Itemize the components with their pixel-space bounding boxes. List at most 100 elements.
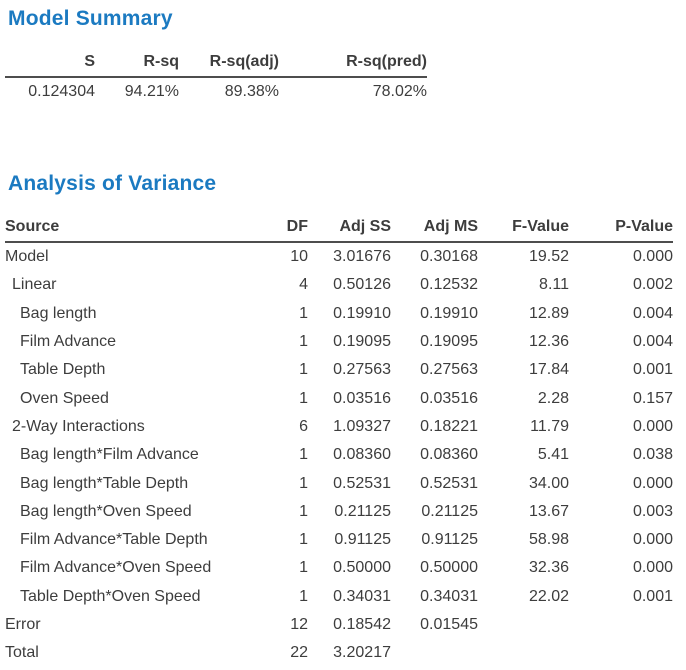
f-value-cell: 2.28 xyxy=(537,389,569,407)
column-header-s: S xyxy=(84,53,95,70)
df-cell: 1 xyxy=(299,587,308,605)
source-cell: Bag length*Oven Speed xyxy=(20,502,192,520)
anova-row: Film Advance*Table Depth 1 0.91125 0.91125 5… xyxy=(5,526,673,554)
adj-ss-cell: 0.19910 xyxy=(333,304,391,322)
column-header-source: Source xyxy=(5,218,60,235)
anova-row: Bag length 1 0.19910 0.19910 12.89 0.004 xyxy=(5,300,673,328)
f-value-cell: 5.41 xyxy=(537,446,569,464)
adj-ss-cell: 0.18542 xyxy=(333,616,391,633)
anova-row: Table Depth 1 0.27563 0.27563 17.84 0.001 xyxy=(5,356,673,384)
adj-ms-cell: 0.91125 xyxy=(421,531,478,549)
p-value-cell: 0.001 xyxy=(632,587,673,605)
rsq-pred-value: 78.02% xyxy=(372,82,427,100)
p-value-cell: 0.000 xyxy=(632,417,673,435)
adj-ms-cell: 0.50000 xyxy=(420,559,478,577)
df-cell: 1 xyxy=(299,446,308,464)
adj-ss-cell: 0.34031 xyxy=(333,587,391,605)
adj-ms-cell: 0.21125 xyxy=(421,502,478,520)
adj-ss-cell: 3.20217 xyxy=(333,644,391,662)
source-cell: 2-Way Interactions xyxy=(12,417,145,435)
adj-ss-cell: 0.50000 xyxy=(333,559,391,577)
p-value-cell xyxy=(569,639,673,667)
model-summary-header: S R-sq R-sq(adj) R-sq(pred) xyxy=(5,48,427,77)
adj-ms-cell: 0.30168 xyxy=(420,248,478,266)
anova-row: Bag length*Oven Speed 1 0.21125 0.21125 13.6… xyxy=(5,498,673,526)
f-value-cell xyxy=(478,639,569,667)
anova-row: Model 10 3.01676 0.30168 19.52 0.000 xyxy=(5,242,673,271)
adj-ss-cell: 0.19095 xyxy=(333,333,391,351)
anova-row: Oven Speed 1 0.03516 0.03516 2.28 0.157 xyxy=(5,384,673,412)
column-header-adj-ss: Adj SS xyxy=(339,218,391,235)
f-value-cell: 11.79 xyxy=(530,417,569,435)
anova-row: Film Advance 1 0.19095 0.19095 12.36 0.004 xyxy=(5,328,673,356)
df-cell: 1 xyxy=(299,531,308,549)
p-value-cell xyxy=(569,611,673,639)
p-value-cell: 0.000 xyxy=(632,248,673,266)
p-value-cell: 0.000 xyxy=(632,531,673,549)
anova-section: Analysis of Variance Source DF Adj SS Ad… xyxy=(5,171,686,667)
source-cell: Film Advance*Table Depth xyxy=(20,531,208,549)
adj-ms-cell: 0.03516 xyxy=(420,389,478,407)
source-cell: Oven Speed xyxy=(20,389,109,407)
df-cell: 1 xyxy=(299,502,308,520)
column-header-f-value: F-Value xyxy=(512,218,569,235)
column-header-adj-ms: Adj MS xyxy=(423,218,478,235)
adj-ms-cell: 0.08360 xyxy=(420,446,478,464)
df-cell: 1 xyxy=(299,333,308,351)
adj-ms-cell: 0.19910 xyxy=(420,304,478,322)
model-summary-section: Model Summary S R-sq R-sq(adj) R-sq(pred… xyxy=(5,6,686,105)
adj-ms-cell xyxy=(391,639,478,667)
anova-row: Table Depth*Oven Speed 1 0.34031 0.34031 22.… xyxy=(5,583,673,611)
df-cell: 1 xyxy=(299,304,308,322)
adj-ms-cell: 0.01545 xyxy=(420,616,478,633)
source-cell: Table Depth xyxy=(20,361,106,379)
f-value-cell: 58.98 xyxy=(528,531,569,549)
f-value-cell: 8.11 xyxy=(539,276,569,294)
source-cell: Bag length*Film Advance xyxy=(20,446,199,464)
source-cell: Table Depth*Oven Speed xyxy=(20,587,201,605)
anova-row: Total 22 3.20217 xyxy=(5,639,673,667)
df-cell: 4 xyxy=(299,276,308,294)
rsq-value: 94.21% xyxy=(124,82,179,100)
s-value: 0.124304 xyxy=(28,82,95,100)
f-value-cell: 13.67 xyxy=(528,502,569,520)
adj-ss-cell: 1.09327 xyxy=(333,417,391,435)
source-cell: Bag length xyxy=(20,304,97,322)
adj-ms-cell: 0.18221 xyxy=(420,417,478,435)
anova-header-row: Source DF Adj SS Adj MS F-Value P-Value xyxy=(5,213,673,242)
f-value-cell: 12.36 xyxy=(528,333,569,351)
adj-ss-cell: 0.50126 xyxy=(333,276,391,294)
df-cell: 10 xyxy=(290,248,308,266)
adj-ms-cell: 0.34031 xyxy=(420,587,478,605)
f-value-cell: 32.36 xyxy=(528,559,569,577)
adj-ms-cell: 0.27563 xyxy=(420,361,478,379)
model-summary-title: Model Summary xyxy=(8,7,173,30)
adj-ss-cell: 0.03516 xyxy=(333,389,391,407)
p-value-cell: 0.157 xyxy=(632,389,673,407)
f-value-cell: 17.84 xyxy=(528,361,569,379)
adj-ms-cell: 0.19095 xyxy=(420,333,478,351)
anova-row: Linear 4 0.50126 0.12532 8.11 0.002 xyxy=(5,271,673,299)
anova-row: Bag length*Film Advance 1 0.08360 0.08360 5.… xyxy=(5,441,673,469)
source-cell: Film Advance*Oven Speed xyxy=(20,559,212,577)
p-value-cell: 0.000 xyxy=(632,559,673,577)
anova-row: Bag length*Table Depth 1 0.52531 0.52531 34.… xyxy=(5,469,673,497)
f-value-cell: 34.00 xyxy=(528,474,569,492)
p-value-cell: 0.002 xyxy=(632,276,673,294)
column-header-rsq-pred: R-sq(pred) xyxy=(346,53,427,70)
p-value-cell: 0.001 xyxy=(632,361,673,379)
p-value-cell: 0.004 xyxy=(632,304,673,322)
f-value-cell: 12.89 xyxy=(528,304,569,322)
minitab-output-report: Model Summary S R-sq R-sq(adj) R-sq(pred… xyxy=(5,6,686,667)
df-cell: 22 xyxy=(290,644,308,662)
anova-row: Error 12 0.18542 0.01545 xyxy=(5,611,673,639)
model-summary-table: S R-sq R-sq(adj) R-sq(pred) 0.124304 94.… xyxy=(5,48,427,105)
anova-header: Source DF Adj SS Adj MS F-Value P-Value xyxy=(5,213,673,242)
adj-ss-cell: 0.27563 xyxy=(333,361,391,379)
f-value-cell xyxy=(478,611,569,639)
p-value-cell: 0.004 xyxy=(632,333,673,351)
p-value-cell: 0.038 xyxy=(632,446,673,464)
adj-ss-cell: 0.21125 xyxy=(334,502,391,520)
adj-ss-cell: 0.91125 xyxy=(334,531,391,549)
anova-row: 2-Way Interactions 6 1.09327 0.18221 11.79 0.… xyxy=(5,413,673,441)
